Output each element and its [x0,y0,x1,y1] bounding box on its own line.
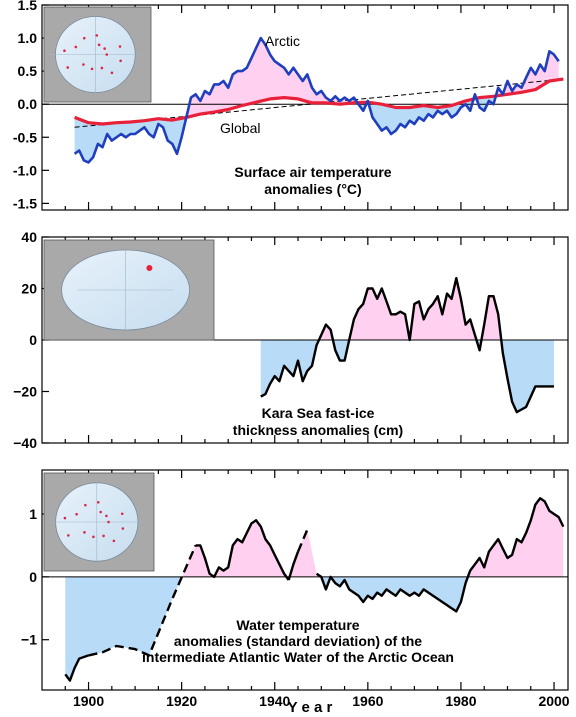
global-series-line [74,77,564,126]
inset-station-dot [82,36,86,40]
panel3-cold-fill [65,576,564,681]
x-tick-label: 2000 [538,693,569,709]
water-temp-series-segment-1 [88,544,197,657]
panel3-y-tick-label: 0 [29,569,37,585]
arctic-series-line [73,36,560,164]
inset-station-dot [103,47,106,50]
inset-station-dot [121,527,125,530]
panel2-annotation-line1: Kara Sea fast-ice [262,405,375,421]
panel3-y-tick-label: 1 [29,506,37,522]
panel2-annotation-line2: thickness anomalies (cm) [233,422,403,438]
panel3-inset-map-icon [43,472,155,572]
water-temp-series-segment-2 [195,519,290,581]
inset-station-dot [90,67,94,71]
inset-station-dot [67,534,70,537]
inset-station-dot [96,500,100,504]
water-temp-series-segment-0 [64,654,89,682]
inset-station-dot [95,34,99,37]
panel1-y-tick-label: 0.0 [18,96,38,112]
inset-station-dot [105,514,108,518]
inset-station-dot [63,516,67,520]
inset-station-dot [105,53,109,56]
water-temp-series-segment-5 [315,497,565,613]
panel1-y-tick-label: 1.0 [18,30,38,46]
arctic-series-label: Arctic [265,33,300,49]
inset-station-dot [97,43,101,47]
inset-station-dot [102,534,105,538]
panel1-y-tick-label: -1.5 [13,195,37,211]
panel2-y-tick-label: 40 [21,229,37,245]
inset-station-dot [84,503,87,507]
inset-station-dot [82,63,85,66]
panel2-inset-map-icon [43,239,215,341]
panel2-cold-fill [260,340,555,413]
inset-station-dot [107,520,110,524]
panel1-y-tick-label: 0.5 [18,63,38,79]
inset-station-dot [92,535,95,539]
x-tick-label: 1960 [352,693,383,709]
panel2-y-tick-label: −20 [13,384,37,400]
inset-location-marker [146,265,153,271]
panel3-annotation-line2: anomalies (standard deviation) of the [174,633,422,649]
inset-station-dot [119,59,122,63]
water-temp-series-segment-4 [296,529,309,553]
panel2-y-tick-label: 20 [21,281,37,297]
water-temp-series-segment-3 [287,551,300,581]
x-tick-label: 1920 [166,693,197,709]
panel1-annotation-line2: anomalies (°C) [264,181,361,197]
inset-station-dot [75,512,78,516]
panel3-annotation-line3: intermediate Atlantic Water of the Arcti… [142,649,454,665]
inset-station-dot [66,66,70,69]
panel3-frame [41,469,569,691]
x-tick-label: 1900 [73,693,104,709]
panel2-y-tick-label: 0 [29,332,37,348]
inset-station-dot [99,510,103,514]
inset-station-dot [83,531,86,534]
panel3-y-tick-label: −1 [21,632,37,648]
x-tick-label: 1980 [445,693,476,709]
inset-station-dot [112,539,116,543]
panel1-frame [41,4,569,211]
x-tick-label: 1940 [259,693,290,709]
panel3-annotation-line1: Water temperature [236,617,359,633]
inset-station-dot [100,66,104,70]
panel1-y-tick-label: -0.5 [13,129,37,145]
panel2-y-tick-label: −40 [13,435,37,451]
inset-station-dot [110,71,114,75]
inset-station-dot [118,45,122,48]
inset-station-dot [74,45,78,49]
global-series-label: Global [220,120,260,136]
panel1-y-tick-label: 1.5 [18,0,38,13]
panel1-annotation-line1: Surface air temperature [234,164,391,180]
fast-ice-series-line [260,277,554,414]
panel1-y-tick-label: -1.0 [13,162,37,178]
panel3-warm-fill [65,498,564,577]
inset-station-dot [63,49,66,53]
x-axis-label: Y e a r [288,699,333,716]
panel1-inset-map-icon [43,6,152,103]
inset-station-dot [120,512,124,516]
